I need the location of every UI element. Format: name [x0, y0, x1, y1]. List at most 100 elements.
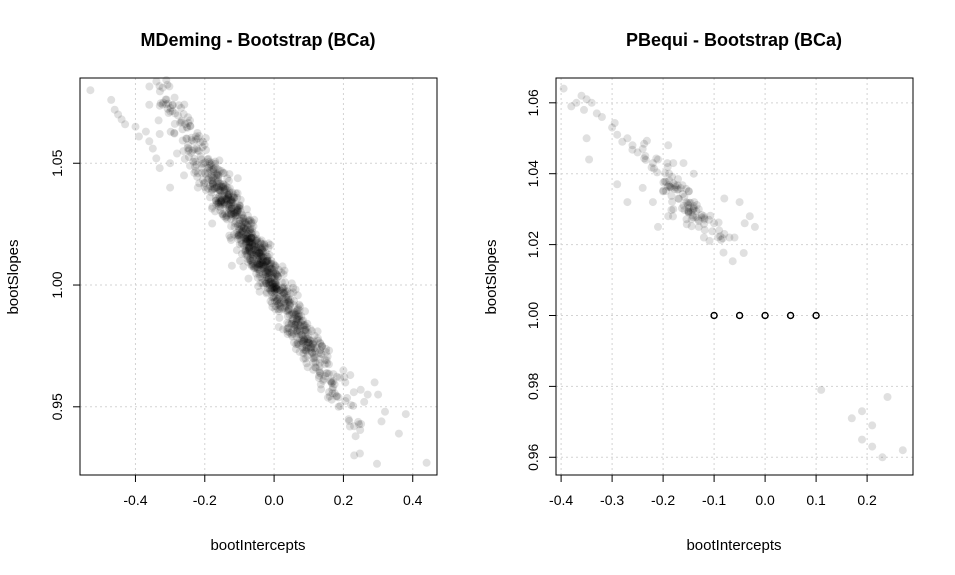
data-point: [253, 246, 262, 255]
data-point: [272, 284, 281, 293]
data-point: [665, 176, 674, 185]
data-point: [329, 383, 337, 392]
data-point: [253, 265, 262, 273]
data-point: [280, 283, 289, 292]
data-point: [290, 301, 299, 310]
data-point: [272, 284, 281, 293]
data-point-hollow: [761, 311, 769, 320]
data-point: [314, 374, 323, 382]
data-point: [214, 199, 223, 208]
data-point: [663, 159, 672, 168]
data-point: [730, 233, 739, 242]
data-point: [315, 368, 324, 377]
data-point: [640, 139, 649, 148]
data-point: [678, 181, 687, 190]
data-point: [280, 289, 289, 297]
data-point: [272, 296, 281, 305]
data-point: [221, 195, 230, 204]
data-point: [306, 336, 314, 345]
data-point: [301, 326, 310, 335]
data-point-hollow: [786, 311, 795, 320]
data-point: [166, 159, 175, 168]
data-point: [224, 209, 233, 218]
data-point: [688, 206, 697, 215]
data-point: [251, 263, 260, 272]
data-point: [714, 218, 723, 227]
data-point: [200, 179, 209, 188]
data-point: [214, 184, 223, 193]
data-point: [232, 217, 240, 226]
data-point: [356, 426, 365, 434]
data-point: [206, 193, 214, 202]
data-point: [117, 115, 126, 124]
data-point: [246, 256, 255, 265]
y-tick-label: 1.00: [49, 271, 65, 298]
data-point: [242, 205, 251, 214]
data-point: [233, 220, 242, 229]
data-point: [237, 228, 246, 236]
data-point: [208, 173, 217, 182]
data-point: [212, 170, 221, 179]
data-point: [164, 109, 173, 117]
data-point: [191, 157, 200, 166]
data-point: [275, 299, 284, 307]
data-point: [648, 198, 657, 207]
data-point: [313, 327, 322, 336]
data-point: [664, 212, 673, 221]
data-point: [233, 204, 242, 212]
data-point: [170, 128, 179, 137]
data-point: [700, 215, 709, 224]
data-point: [256, 257, 265, 265]
data-point: [268, 284, 277, 293]
data-point: [265, 260, 274, 269]
data-point: [227, 209, 236, 218]
data-point: [222, 211, 231, 220]
data-point: [202, 146, 210, 154]
data-point: [258, 245, 267, 254]
data-point: [208, 176, 216, 185]
data-point: [168, 101, 177, 110]
data-point: [247, 234, 256, 243]
data-point: [309, 358, 318, 367]
data-point: [198, 143, 207, 152]
data-point: [258, 257, 267, 266]
data-point: [193, 183, 202, 192]
x-tick-label: 0.0: [755, 492, 775, 508]
data-point: [684, 207, 693, 215]
data-point: [231, 209, 240, 218]
data-point: [204, 154, 213, 163]
data-point: [247, 234, 255, 242]
data-point: [217, 197, 226, 206]
data-point: [219, 169, 228, 177]
data-point: [847, 414, 856, 423]
data-point: [255, 248, 264, 257]
data-point: [245, 242, 253, 251]
data-point: [291, 320, 300, 329]
data-point: [279, 270, 288, 279]
data-point: [671, 181, 680, 190]
data-point: [580, 105, 588, 114]
data-point: [275, 291, 284, 300]
data-point: [310, 354, 319, 363]
data-point: [219, 192, 228, 201]
data-point: [284, 324, 293, 332]
data-point: [326, 377, 335, 386]
data-point: [242, 244, 251, 253]
data-point: [298, 337, 307, 346]
data-point: [868, 442, 877, 451]
data-point: [261, 268, 270, 277]
data-point: [239, 224, 248, 233]
data-point: [203, 163, 212, 172]
data-point: [667, 191, 676, 200]
data-point: [292, 314, 301, 323]
data-point: [185, 145, 194, 154]
data-point: [310, 344, 319, 353]
data-point: [307, 347, 315, 355]
y-axis-label-pbequi: bootSlopes: [483, 239, 500, 314]
data-point: [235, 201, 244, 210]
data-point: [168, 107, 177, 116]
data-point: [221, 209, 229, 218]
data-point: [165, 82, 174, 91]
data-point: [232, 205, 241, 214]
data-point: [299, 316, 308, 325]
